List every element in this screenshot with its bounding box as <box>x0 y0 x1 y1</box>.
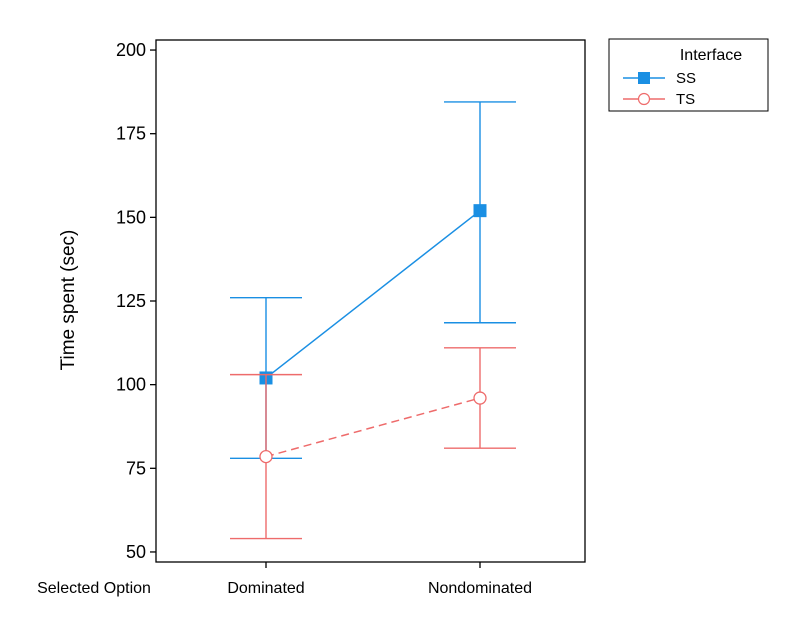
y-tick-label: 75 <box>126 458 146 478</box>
plot-frame <box>155 39 586 563</box>
x-tick-label: Nondominated <box>428 580 532 597</box>
legend-marker-ss <box>638 72 650 84</box>
legend-item-ts: TS <box>623 91 695 108</box>
y-axis-title: Time spent (sec) <box>58 230 79 371</box>
legend-label-ts: TS <box>676 91 695 108</box>
series-ts <box>230 347 516 540</box>
y-axis: 50 75 100 125 150 175 200 <box>116 40 156 562</box>
y-tick-label: 200 <box>116 40 146 60</box>
legend-items: SS TS <box>623 70 696 108</box>
legend-item-ss: SS <box>623 70 696 87</box>
series-ss <box>230 101 516 459</box>
y-tick-label: 100 <box>116 375 146 395</box>
y-tick-label: 175 <box>116 124 146 144</box>
data-point-ss <box>473 204 487 218</box>
series-line-ts <box>265 397 481 458</box>
x-tick-label: Dominated <box>227 580 304 597</box>
legend: Interface SS TS <box>608 38 769 112</box>
series-line-ss <box>265 210 481 379</box>
series-layer <box>230 101 516 540</box>
y-tick-label: 125 <box>116 291 146 311</box>
data-point-ts <box>473 391 487 405</box>
data-point-ts <box>259 449 273 464</box>
x-axis: Dominated Nondominated <box>227 562 532 597</box>
x-axis-title: Selected Option <box>37 580 151 597</box>
legend-title: Interface <box>680 47 742 64</box>
legend-marker-ts <box>637 92 651 106</box>
y-tick-label: 150 <box>116 207 146 227</box>
y-tick-label: 50 <box>126 542 146 562</box>
legend-label-ss: SS <box>676 70 696 87</box>
